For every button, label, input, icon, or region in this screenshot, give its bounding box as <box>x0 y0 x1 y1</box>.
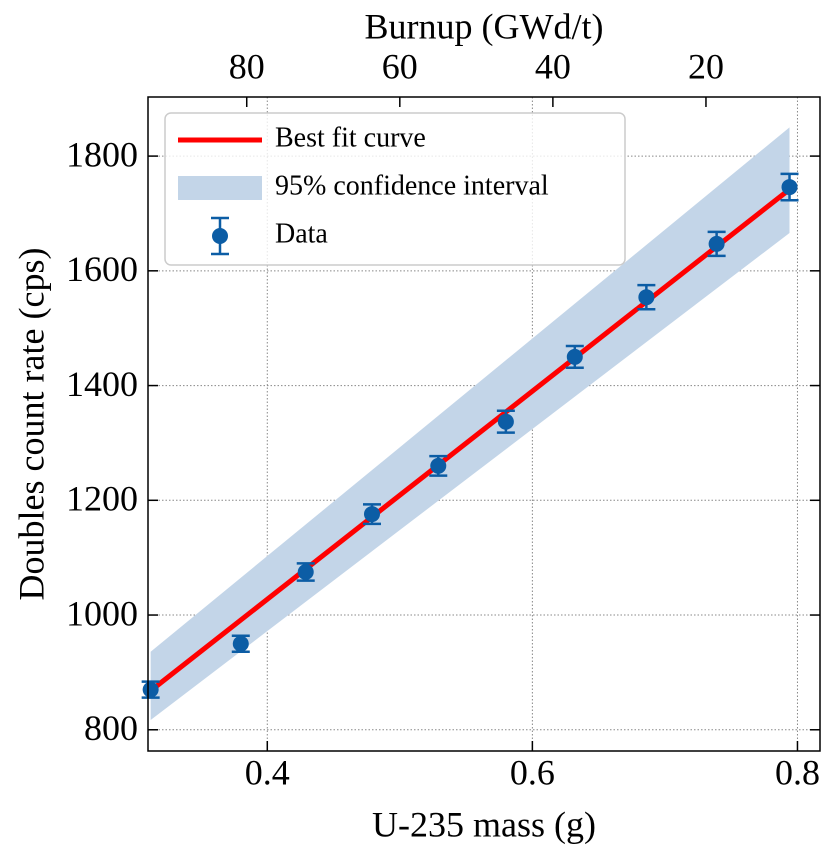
fit-line <box>149 187 792 693</box>
marker <box>497 413 514 430</box>
marker <box>638 289 655 306</box>
data-point <box>363 503 381 526</box>
x2-tick-label: 80 <box>229 46 265 86</box>
y-tick-label: 1000 <box>66 593 138 633</box>
data-point <box>780 172 799 202</box>
data-point <box>429 454 448 477</box>
legend-patch <box>178 176 262 200</box>
x2-tick-label: 40 <box>535 46 571 86</box>
x2-tick-label: 60 <box>382 46 418 86</box>
data-point <box>231 634 250 654</box>
legend-label: Best fit curve <box>275 122 426 153</box>
x-tick-label: 0.6 <box>510 752 555 792</box>
marker <box>142 681 159 698</box>
y-tick-label: 1800 <box>66 134 138 174</box>
legend-label: 95% confidence interval <box>275 170 549 201</box>
x-axis-label: U-235 mass (g) <box>372 804 596 844</box>
y-tick-label: 1200 <box>66 479 138 519</box>
legend-box <box>164 112 626 266</box>
plot-frame <box>147 96 821 752</box>
y-axis-label: Doubles count rate (cps) <box>11 248 51 601</box>
x-tick-label: 0.8 <box>775 752 820 792</box>
x-tick-label: 0.4 <box>245 752 290 792</box>
data-point <box>141 680 160 699</box>
data-point <box>296 562 315 582</box>
x2-axis-label: Burnup (GWd/t) <box>365 6 604 46</box>
data-point <box>637 283 656 311</box>
data-point <box>707 230 726 258</box>
y-tick-label: 1400 <box>66 364 138 404</box>
y-tick-label: 1600 <box>66 249 138 289</box>
marker <box>364 506 380 523</box>
legend-label: Data <box>275 218 328 249</box>
marker <box>430 457 447 474</box>
data-point <box>496 409 515 434</box>
marker <box>708 235 725 252</box>
y-tick-label: 800 <box>84 708 138 748</box>
marker <box>781 179 798 196</box>
marker <box>297 564 314 581</box>
marker <box>566 348 583 365</box>
data-point <box>565 344 584 370</box>
x2-tick-label: 20 <box>688 46 724 86</box>
marker <box>232 635 249 652</box>
legend-marker <box>212 228 228 244</box>
